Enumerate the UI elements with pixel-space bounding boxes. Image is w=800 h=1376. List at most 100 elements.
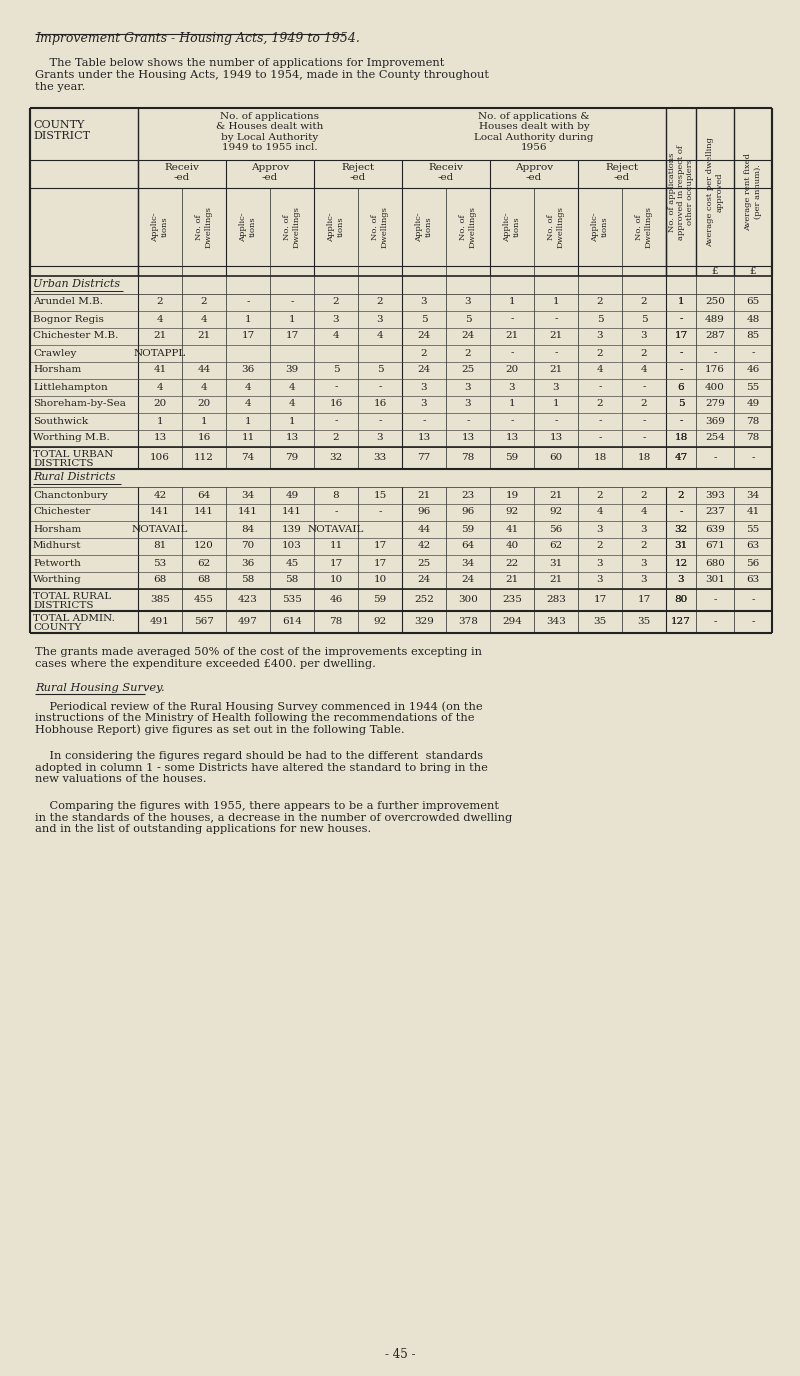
Text: 24: 24 xyxy=(462,575,474,585)
Text: -: - xyxy=(679,417,682,425)
Text: 378: 378 xyxy=(458,618,478,626)
Text: No. of
Dwellings: No. of Dwellings xyxy=(547,206,565,248)
Text: 1: 1 xyxy=(289,315,295,323)
Text: 3: 3 xyxy=(377,315,383,323)
Text: 5: 5 xyxy=(377,366,383,374)
Text: 63: 63 xyxy=(746,542,760,550)
Text: 1: 1 xyxy=(678,297,684,307)
Text: 5: 5 xyxy=(597,315,603,323)
Text: 393: 393 xyxy=(705,490,725,499)
Text: 13: 13 xyxy=(462,433,474,443)
Text: 1: 1 xyxy=(245,417,251,425)
Text: TOTAL ADMIN.: TOTAL ADMIN. xyxy=(33,614,115,623)
Text: 58: 58 xyxy=(242,575,254,585)
Text: 1: 1 xyxy=(289,417,295,425)
Text: Applic-
tions: Applic- tions xyxy=(239,212,257,242)
Text: 294: 294 xyxy=(502,618,522,626)
Text: Worthing: Worthing xyxy=(33,575,82,585)
Text: 48: 48 xyxy=(746,315,760,323)
Text: Horsham: Horsham xyxy=(33,524,82,534)
Text: Receiv
-ed: Receiv -ed xyxy=(429,162,463,183)
Text: 15: 15 xyxy=(374,490,386,499)
Text: 35: 35 xyxy=(594,618,606,626)
Text: 5: 5 xyxy=(678,399,684,409)
Text: 21: 21 xyxy=(550,332,562,340)
Text: 18: 18 xyxy=(594,454,606,462)
Text: 80: 80 xyxy=(674,596,688,604)
Text: Chanctonbury: Chanctonbury xyxy=(33,490,108,499)
Text: -: - xyxy=(714,454,717,462)
Text: No. of
Dwellings: No. of Dwellings xyxy=(283,206,301,248)
Text: 4: 4 xyxy=(289,399,295,409)
Text: Approv
-ed: Approv -ed xyxy=(251,162,289,183)
Text: 2: 2 xyxy=(333,297,339,307)
Text: 2: 2 xyxy=(641,542,647,550)
Text: 4: 4 xyxy=(245,383,251,392)
Text: -: - xyxy=(679,348,682,358)
Text: 10: 10 xyxy=(330,575,342,585)
Text: 3: 3 xyxy=(641,524,647,534)
Text: 56: 56 xyxy=(550,524,562,534)
Text: 13: 13 xyxy=(286,433,298,443)
Text: 535: 535 xyxy=(282,596,302,604)
Text: 59: 59 xyxy=(506,454,518,462)
Text: 55: 55 xyxy=(746,383,760,392)
Text: 59: 59 xyxy=(374,596,386,604)
Text: 46: 46 xyxy=(330,596,342,604)
Text: -: - xyxy=(290,297,294,307)
Text: 16: 16 xyxy=(330,399,342,409)
Text: 35: 35 xyxy=(638,618,650,626)
Text: 21: 21 xyxy=(154,332,166,340)
Text: 21: 21 xyxy=(506,332,518,340)
Text: Littlehampton: Littlehampton xyxy=(33,383,108,392)
Text: 49: 49 xyxy=(286,490,298,499)
Text: -: - xyxy=(679,417,682,425)
Text: 301: 301 xyxy=(705,575,725,585)
Text: 41: 41 xyxy=(154,366,166,374)
Text: 2: 2 xyxy=(597,542,603,550)
Text: 671: 671 xyxy=(705,542,725,550)
Text: 25: 25 xyxy=(462,366,474,374)
Text: -: - xyxy=(598,383,602,392)
Text: 19: 19 xyxy=(506,490,518,499)
Text: 3: 3 xyxy=(597,559,603,567)
Text: 46: 46 xyxy=(746,366,760,374)
Text: 343: 343 xyxy=(546,618,566,626)
Text: 3: 3 xyxy=(377,433,383,443)
Text: 4: 4 xyxy=(289,383,295,392)
Text: 39: 39 xyxy=(286,366,298,374)
Text: 3: 3 xyxy=(421,383,427,392)
Text: 2: 2 xyxy=(333,433,339,443)
Text: 2: 2 xyxy=(641,490,647,499)
Text: 4: 4 xyxy=(201,315,207,323)
Text: 11: 11 xyxy=(330,542,342,550)
Text: 64: 64 xyxy=(462,542,474,550)
Text: 24: 24 xyxy=(418,575,430,585)
Text: -: - xyxy=(679,508,682,516)
Text: -: - xyxy=(642,383,646,392)
Text: -: - xyxy=(679,348,682,358)
Text: 17: 17 xyxy=(374,559,386,567)
Text: 18: 18 xyxy=(638,454,650,462)
Text: 92: 92 xyxy=(550,508,562,516)
Text: 4: 4 xyxy=(597,508,603,516)
Text: Reject
-ed: Reject -ed xyxy=(606,162,638,183)
Text: Average cost per dwelling
approved: Average cost per dwelling approved xyxy=(706,138,724,248)
Text: 4: 4 xyxy=(333,332,339,340)
Text: Chichester M.B.: Chichester M.B. xyxy=(33,332,118,340)
Text: -: - xyxy=(334,417,338,425)
Text: 3: 3 xyxy=(597,524,603,534)
Text: 3: 3 xyxy=(465,399,471,409)
Text: 77: 77 xyxy=(418,454,430,462)
Text: -: - xyxy=(598,433,602,443)
Text: Applic-
tions: Applic- tions xyxy=(415,212,433,242)
Text: 4: 4 xyxy=(641,366,647,374)
Text: 5: 5 xyxy=(465,315,471,323)
Text: 4: 4 xyxy=(597,366,603,374)
Text: Crawley: Crawley xyxy=(33,348,76,358)
Text: -: - xyxy=(642,433,646,443)
Text: 41: 41 xyxy=(746,508,760,516)
Text: 16: 16 xyxy=(198,433,210,443)
Text: No. of applications
approved in respect of
other occupiers: No. of applications approved in respect … xyxy=(668,144,694,239)
Text: 70: 70 xyxy=(242,542,254,550)
